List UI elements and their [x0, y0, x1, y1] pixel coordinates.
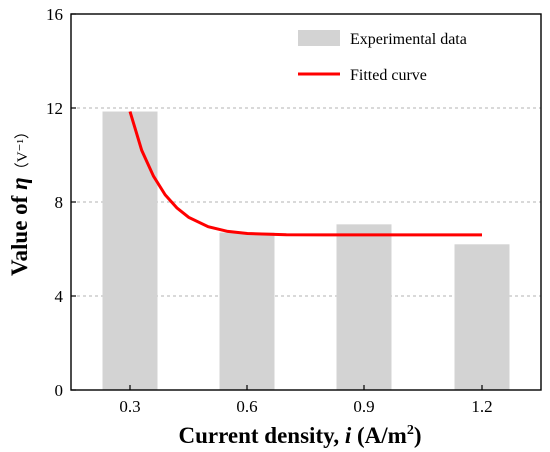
x-axis-ticks: 0.3 0.6 0.9 1.2: [119, 385, 493, 416]
y-axis-title-unit: （V⁻¹）: [14, 124, 31, 177]
legend-label-fitted: Fitted curve: [350, 67, 427, 84]
fitted-curve-line: [128, 111, 482, 237]
y-tick-label-3: 12: [46, 99, 63, 118]
y-axis-ticks: 0 4 8 12 16: [46, 5, 76, 400]
y-tick-label-1: 4: [55, 287, 64, 306]
x-axis-title-main: Current density,: [179, 423, 345, 448]
bar-3: [454, 244, 510, 390]
x-tick-label-1: 0.6: [236, 397, 257, 416]
x-axis-title-sup: 2: [407, 423, 414, 438]
y-tick-label-0: 0: [55, 381, 64, 400]
legend: Experimental data Fitted curve: [298, 30, 467, 84]
x-tick-label-3: 1.2: [471, 397, 492, 416]
y-axis-title-main: Value of: [7, 190, 32, 276]
bar-1: [219, 232, 275, 390]
x-tick-label-0: 0.3: [119, 397, 140, 416]
y-axis-title: Value of η（V⁻¹）: [7, 124, 32, 276]
legend-label-experimental: Experimental data: [350, 31, 467, 48]
x-axis-title: Current density, i (A/m2): [179, 423, 422, 448]
x-axis-title-var: i: [345, 423, 352, 448]
bar-2: [336, 224, 392, 390]
bar-0: [102, 111, 158, 391]
y-axis-title-var: η: [7, 177, 32, 190]
x-tick-label-2: 0.9: [353, 397, 374, 416]
legend-swatch-experimental: [298, 30, 340, 46]
x-axis-title-unit: (A/m: [351, 423, 407, 448]
bar-series: [102, 111, 510, 391]
x-axis-title-close: ): [414, 423, 422, 448]
y-tick-label-4: 16: [46, 5, 63, 24]
y-tick-label-2: 8: [55, 193, 64, 212]
